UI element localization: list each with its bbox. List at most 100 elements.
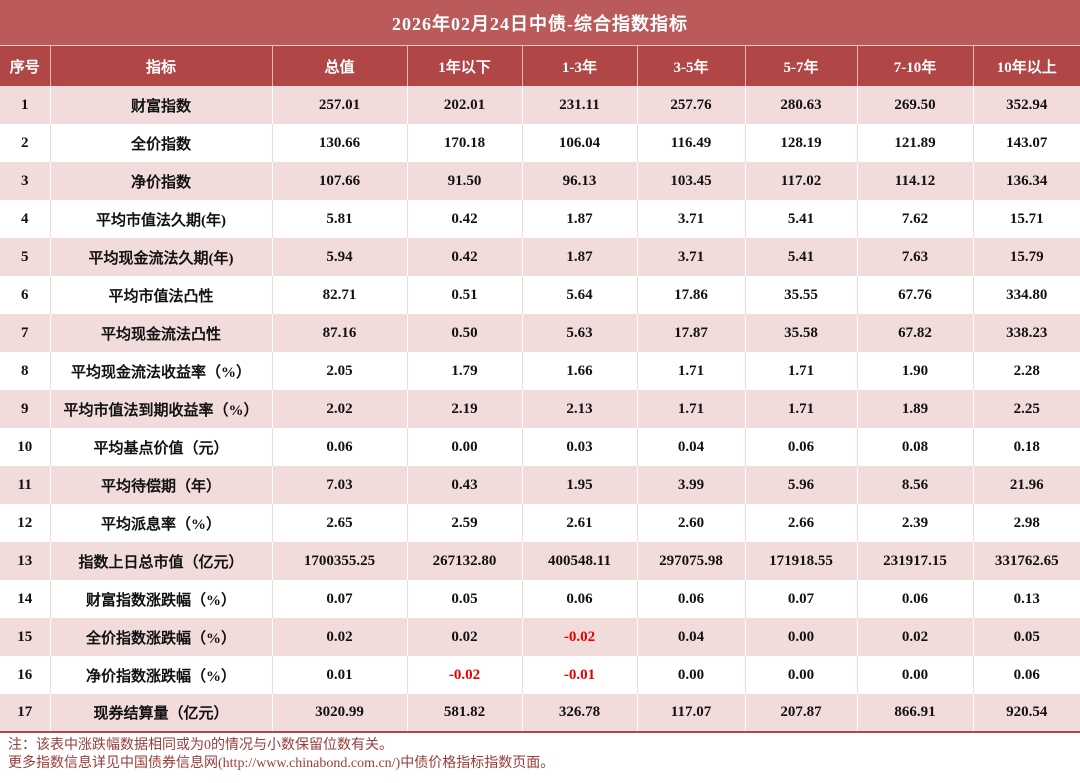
- value-cell: 0.06: [857, 580, 974, 618]
- value-cell: 0.00: [745, 656, 858, 694]
- table-header: 序号 指标 总值 1年以下 1-3年 3-5年 5-7年 7-10年 10年以上: [0, 46, 1080, 86]
- indicator-name: 平均基点价值（元）: [50, 428, 273, 466]
- row-number: 4: [0, 200, 51, 238]
- index-table: 序号 指标 总值 1年以下 1-3年 3-5年 5-7年 7-10年 10年以上 1 财富指数 25…: [0, 46, 1080, 733]
- value-cell: 7.63: [857, 238, 974, 276]
- column-header-1: 指标: [50, 46, 273, 86]
- value-cell: 116.49: [637, 124, 746, 162]
- row-number: 5: [0, 238, 51, 276]
- page-title: 2026年02月24日中债-综合指数指标: [0, 0, 1080, 46]
- value-cell: 136.34: [973, 162, 1080, 200]
- value-cell: 35.58: [745, 314, 858, 352]
- value-cell: 2.98: [973, 504, 1080, 542]
- value-cell: 7.03: [272, 466, 408, 504]
- value-cell: 207.87: [745, 694, 858, 732]
- table-row: 17 现券结算量（亿元） 3020.99 581.82 326.78 117.07 207.…: [0, 694, 1080, 732]
- value-cell: 0.00: [637, 656, 746, 694]
- value-cell: 2.28: [973, 352, 1080, 390]
- table-row: 1 财富指数 257.01 202.01 231.11 257.76 280.63 269.5…: [0, 86, 1080, 124]
- value-cell: 2.39: [857, 504, 974, 542]
- value-cell: 267132.80: [407, 542, 523, 580]
- table-row: 12 平均派息率（%） 2.65 2.59 2.61 2.60 2.66 2.39 2.98: [0, 504, 1080, 542]
- value-cell: 2.60: [637, 504, 746, 542]
- value-cell: 0.01: [272, 656, 408, 694]
- value-cell: 1.71: [745, 390, 858, 428]
- indicator-name: 平均派息率（%）: [50, 504, 273, 542]
- table-row: 7 平均现金流法凸性 87.16 0.50 5.63 17.87 35.58 67.82 338…: [0, 314, 1080, 352]
- value-cell: 326.78: [522, 694, 638, 732]
- row-number: 12: [0, 504, 51, 542]
- value-cell: 0.02: [857, 618, 974, 656]
- value-cell: 0.02: [407, 618, 523, 656]
- row-number: 6: [0, 276, 51, 314]
- value-cell: 3020.99: [272, 694, 408, 732]
- value-cell: 0.00: [745, 618, 858, 656]
- header-row: 序号 指标 总值 1年以下 1-3年 3-5年 5-7年 7-10年 10年以上: [0, 46, 1080, 86]
- value-cell: 269.50: [857, 86, 974, 124]
- value-cell: 5.94: [272, 238, 408, 276]
- row-number: 11: [0, 466, 51, 504]
- value-cell: 2.02: [272, 390, 408, 428]
- value-cell: 3.71: [637, 200, 746, 238]
- value-cell: 1.90: [857, 352, 974, 390]
- value-cell: 2.05: [272, 352, 408, 390]
- table-row: 14 财富指数涨跌幅（%） 0.07 0.05 0.06 0.06 0.07 0.06 0.13: [0, 580, 1080, 618]
- value-cell: 21.96: [973, 466, 1080, 504]
- value-cell: 0.05: [973, 618, 1080, 656]
- value-cell: 0.06: [272, 428, 408, 466]
- value-cell: 117.02: [745, 162, 858, 200]
- value-cell: 2.19: [407, 390, 523, 428]
- row-number: 13: [0, 542, 51, 580]
- table-row: 6 平均市值法凸性 82.71 0.51 5.64 17.86 35.55 67.76 334.…: [0, 276, 1080, 314]
- row-number: 2: [0, 124, 51, 162]
- value-cell: 0.42: [407, 238, 523, 276]
- indicator-name: 平均现金流法凸性: [50, 314, 273, 352]
- value-cell: 0.06: [522, 580, 638, 618]
- value-cell: 866.91: [857, 694, 974, 732]
- value-cell: -0.02: [522, 618, 638, 656]
- value-cell: 2.66: [745, 504, 858, 542]
- column-header-8: 10年以上: [973, 46, 1080, 86]
- value-cell: 143.07: [973, 124, 1080, 162]
- row-number: 16: [0, 656, 51, 694]
- value-cell: 170.18: [407, 124, 523, 162]
- indicator-name: 平均现金流法收益率（%）: [50, 352, 273, 390]
- value-cell: 96.13: [522, 162, 638, 200]
- value-cell: 3.71: [637, 238, 746, 276]
- value-cell: 0.00: [857, 656, 974, 694]
- value-cell: 5.63: [522, 314, 638, 352]
- value-cell: 1.89: [857, 390, 974, 428]
- value-cell: 257.01: [272, 86, 408, 124]
- value-cell: 1.66: [522, 352, 638, 390]
- value-cell: 2.13: [522, 390, 638, 428]
- value-cell: 17.86: [637, 276, 746, 314]
- indicator-name: 平均市值法凸性: [50, 276, 273, 314]
- value-cell: 0.06: [973, 656, 1080, 694]
- column-header-2: 总值: [272, 46, 408, 86]
- value-cell: 581.82: [407, 694, 523, 732]
- value-cell: 106.04: [522, 124, 638, 162]
- value-cell: 1.79: [407, 352, 523, 390]
- value-cell: 297075.98: [637, 542, 746, 580]
- value-cell: 0.05: [407, 580, 523, 618]
- indicator-name: 全价指数: [50, 124, 273, 162]
- value-cell: 15.79: [973, 238, 1080, 276]
- value-cell: 0.06: [745, 428, 858, 466]
- value-cell: 231.11: [522, 86, 638, 124]
- indicator-name: 净价指数涨跌幅（%）: [50, 656, 273, 694]
- value-cell: 1.71: [637, 352, 746, 390]
- value-cell: 171918.55: [745, 542, 858, 580]
- row-number: 15: [0, 618, 51, 656]
- value-cell: 87.16: [272, 314, 408, 352]
- column-header-3: 1年以下: [407, 46, 523, 86]
- value-cell: 17.87: [637, 314, 746, 352]
- value-cell: 334.80: [973, 276, 1080, 314]
- footnote-line-2: 更多指数信息详见中国债券信息网(http://www.chinabond.com…: [8, 756, 555, 771]
- footnote-line-1: 注：该表中涨跌幅数据相同或为0的情况与小数保留位数有关。: [8, 738, 393, 753]
- value-cell: 0.43: [407, 466, 523, 504]
- value-cell: 0.06: [637, 580, 746, 618]
- value-cell: 7.62: [857, 200, 974, 238]
- table-row: 15 全价指数涨跌幅（%） 0.02 0.02 -0.02 0.04 0.00 0.02 0.0…: [0, 618, 1080, 656]
- indicator-name: 平均市值法久期(年): [50, 200, 273, 238]
